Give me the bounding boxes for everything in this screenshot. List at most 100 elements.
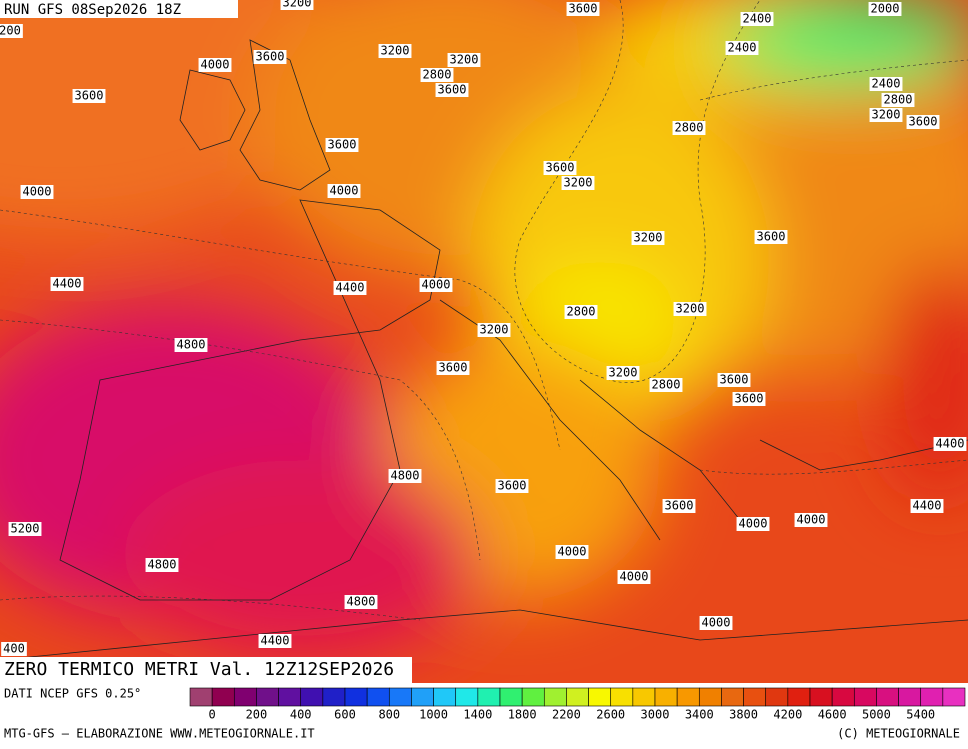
contour-label: 3200: [381, 44, 410, 58]
source-text: DATI NCEP GFS 0.25°: [4, 687, 141, 701]
contour-label-box: [378, 44, 412, 58]
contour-label-box: [8, 522, 42, 536]
colorbar-swatch: [521, 687, 545, 707]
colorbar-swatch: [455, 687, 479, 707]
contour-label: 2000: [871, 2, 900, 16]
contour-label-box: [325, 138, 359, 152]
colorbar-swatch: [566, 687, 589, 707]
colorbar-tick-label: 2200: [552, 708, 581, 722]
contour-label: 3600: [757, 230, 786, 244]
colorbar-swatch: [411, 687, 434, 707]
colorbar-swatch: [189, 687, 213, 707]
contour-label: 4000: [702, 616, 731, 630]
contour-label-box: [174, 338, 208, 352]
contour-label-box: [435, 83, 469, 97]
colorbar-tick-label: 3800: [729, 708, 758, 722]
contour-label-box: [333, 281, 367, 295]
colorbar-tick-label: 200: [246, 708, 268, 722]
contour-label: 4400: [261, 634, 290, 648]
contour-label: 3600: [546, 161, 575, 175]
contour-label-box: [145, 558, 179, 572]
colorbar-swatch: [898, 687, 922, 707]
contour-label-box: [617, 570, 651, 584]
colorbar-swatch: [920, 687, 944, 707]
contour-label-box: [20, 185, 54, 199]
contour-label-box: [555, 545, 589, 559]
contour-label: 2800: [675, 121, 704, 135]
contour-label-box: [344, 595, 378, 609]
contour-label: 4000: [23, 185, 52, 199]
contour-label-box: [564, 305, 598, 319]
contour-label: 4800: [177, 338, 206, 352]
contour-label-box: [881, 93, 915, 107]
contour-label: 4000: [797, 513, 826, 527]
colorbar-tick-label: 1000: [419, 708, 448, 722]
contour-label: 2400: [743, 12, 772, 26]
contour-label-box: [699, 616, 733, 630]
colorbar-swatch: [543, 687, 567, 707]
colorbar-swatch: [211, 687, 235, 707]
colorbar-tick-label: 4200: [773, 708, 802, 722]
contour-label: 4000: [620, 570, 649, 584]
contour-label: 4000: [422, 278, 451, 292]
contours: [0, 0, 968, 621]
colorbar-tick-label: 5000: [862, 708, 891, 722]
contour-label: 3200: [872, 108, 901, 122]
colorbar-tick-label: 2600: [596, 708, 625, 722]
contour-label: 2800: [567, 305, 596, 319]
contour-label: 4400: [913, 499, 942, 513]
contour-label-box: [662, 499, 696, 513]
contour-label-box: [436, 361, 470, 375]
contour-label-box: [327, 184, 361, 198]
colorbar-swatch: [300, 687, 324, 707]
colorbar-tick-label: 600: [334, 708, 356, 722]
contour-label: 2800: [423, 68, 452, 82]
contour-label-box: [649, 378, 683, 392]
colorbar-tick-label: 400: [290, 708, 312, 722]
contour-label: 4000: [739, 517, 768, 531]
contour-label-box: [447, 53, 481, 67]
contour-label: 2800: [652, 378, 681, 392]
colorbar-swatch: [831, 687, 855, 707]
colorbar-swatch: [853, 687, 877, 707]
contour-label: 3600: [256, 50, 285, 64]
colorbar-tick-label: 3000: [641, 708, 670, 722]
contour-label-box: [736, 517, 770, 531]
contour-label: 3600: [438, 83, 467, 97]
contour-label-box: [631, 231, 665, 245]
contour-label-box: [50, 277, 84, 291]
contour-label: 3200: [676, 302, 705, 316]
colorbar-swatch: [676, 687, 700, 707]
colorbar-swatch: [344, 687, 368, 707]
contour-label-box: [566, 2, 600, 16]
contour-label-box: [543, 161, 577, 175]
colorbar-swatch: [388, 687, 412, 707]
contour-label: 3200: [450, 53, 479, 67]
contour-label: 4800: [391, 469, 420, 483]
contour-label-box: [910, 499, 944, 513]
run-box: [0, 0, 238, 18]
colorbar-tick-label: 0: [209, 708, 216, 722]
contour-label: 3600: [569, 2, 598, 16]
contour-label: 200: [0, 24, 21, 38]
contour-label: 4000: [330, 184, 359, 198]
contour-label-box: [740, 12, 774, 26]
contour-label-box: [717, 373, 751, 387]
contour-label: 3200: [480, 323, 509, 337]
colorbar-tick-label: 5400: [906, 708, 935, 722]
contour-label: 3600: [439, 361, 468, 375]
colorbar-tick-label: 1800: [508, 708, 537, 722]
contour-label-box: [258, 634, 292, 648]
contour-label-box: [280, 0, 314, 10]
title-box: [0, 657, 412, 683]
contour-label-box: [0, 24, 23, 38]
contour-label: 4000: [558, 545, 587, 559]
contour-label: 400: [3, 642, 25, 656]
contour-label: 4000: [201, 58, 230, 72]
contour-label-box: [388, 469, 422, 483]
contour-label: 3600: [665, 499, 694, 513]
map-title: ZERO TERMICO METRI Val. 12Z12SEP2026: [4, 659, 394, 680]
colorbar-swatch: [256, 687, 279, 707]
contour-label: 2400: [728, 41, 757, 55]
